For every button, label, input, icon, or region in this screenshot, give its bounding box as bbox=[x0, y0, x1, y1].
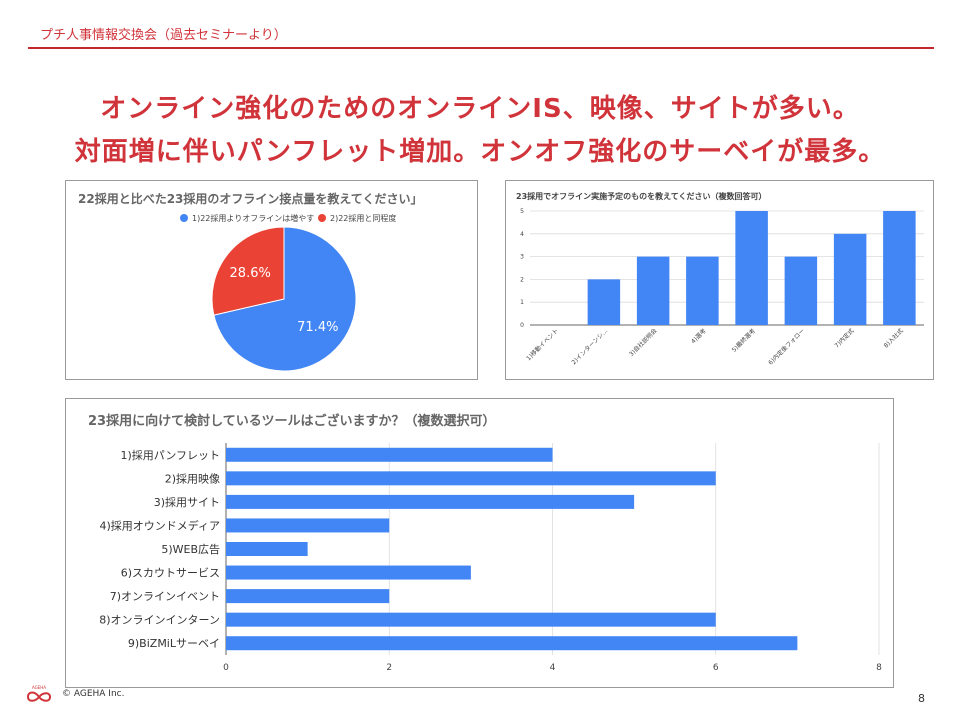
vbar-category-label: 4)選考 bbox=[689, 327, 708, 346]
vbar-bar-3 bbox=[636, 256, 670, 325]
vbar-ytick-label: 5 bbox=[520, 208, 524, 215]
pie-legend-swatch-2 bbox=[318, 214, 326, 222]
hbar-category-label: 5)WEB広告 bbox=[161, 543, 220, 556]
copyright-text: © AGEHA Inc. bbox=[62, 689, 125, 699]
horizontal-bar-chart-panel: 23採用に向けて検討しているツールはございますか？（複数選択可） 0 2 4 6 8 1)採… bbox=[65, 398, 894, 688]
hbar-category-label: 1)採用パンフレット bbox=[120, 448, 220, 462]
vbar-category-label: 8)入社式 bbox=[882, 327, 905, 350]
header-title: プチ人事情報交換会（過去セミナーより） bbox=[40, 28, 287, 43]
pie-slice-label-1: 71.4% bbox=[297, 320, 338, 335]
vertical-bar-chart: 23採用でオフライン実施予定のものを教えてください（複数回答可） 0 1 2 3 4 5 1)… bbox=[516, 191, 924, 367]
hbar-category-label: 2)採用映像 bbox=[165, 471, 220, 485]
vbar-bar-4 bbox=[686, 256, 719, 325]
page-number: 8 bbox=[918, 692, 925, 705]
vbar-ytick-label: 0 bbox=[520, 322, 524, 329]
hbar-category-label: 8)オンラインインターン bbox=[99, 614, 220, 627]
pie-slice-label-2: 28.6% bbox=[230, 266, 271, 281]
headline-line-1: オンライン強化のためのオンラインIS、映像、サイトが多い。 bbox=[100, 94, 860, 124]
pie-chart-title: 22採用と比べた23採用のオフライン接点量を教えてください」 bbox=[78, 191, 422, 206]
vbar-bar-2 bbox=[587, 279, 621, 325]
vbar-ytick-label: 4 bbox=[520, 231, 524, 238]
hbar-bar-6 bbox=[226, 565, 471, 580]
hbar-xtick-label: 2 bbox=[386, 663, 392, 673]
hbar-bar-1 bbox=[226, 447, 553, 462]
vbar-category-label: 2)インターンシ… bbox=[570, 327, 609, 366]
vertical-bar-chart-panel: 23採用でオフライン実施予定のものを教えてください（複数回答可） 0 1 2 3 4 5 1)… bbox=[505, 180, 934, 380]
vbar-bar-8 bbox=[883, 211, 916, 325]
hbar-bar-5 bbox=[226, 542, 308, 556]
svg-text:AGEHA: AGEHA bbox=[32, 685, 46, 690]
vbar-ytick-label: 1 bbox=[520, 299, 524, 306]
hbar-bar-4 bbox=[226, 518, 390, 533]
vbar-category-label: 6)内定後フォロー bbox=[767, 327, 807, 367]
hbar-xtick-label: 6 bbox=[713, 663, 719, 673]
vbar-category-label: 1)移動イベント bbox=[525, 327, 560, 362]
hbar-category-label: 3)採用サイト bbox=[154, 495, 220, 509]
pie-legend-swatch-1 bbox=[180, 214, 188, 222]
vbar-category-label: 5)最終選考 bbox=[730, 327, 757, 354]
hbar-bar-8 bbox=[226, 612, 716, 627]
vbar-bar-5 bbox=[735, 211, 768, 325]
hbar-bar-3 bbox=[226, 494, 635, 509]
vbar-bar-6 bbox=[784, 256, 818, 325]
vbar-ytick-label: 2 bbox=[520, 276, 524, 283]
vbar-category-label: 3)自社説明会 bbox=[627, 327, 658, 358]
hbar-bar-7 bbox=[226, 589, 390, 604]
hbar-xtick-label: 0 bbox=[223, 663, 229, 673]
pie-legend-label-1: 1)22採用よりオフラインは増やす bbox=[192, 213, 314, 223]
vbar-ytick-label: 3 bbox=[520, 254, 524, 261]
pie-chart-panel: 22採用と比べた23採用のオフライン接点量を教えてください」 1)22採用よりオフ… bbox=[65, 180, 478, 380]
vbar-bar-7 bbox=[833, 233, 867, 325]
hbar-category-label: 9)BiZMiLサーベイ bbox=[128, 637, 220, 650]
horizontal-bar-chart: 23採用に向けて検討しているツールはございますか？（複数選択可） 0 2 4 6 8 1)採… bbox=[88, 413, 882, 673]
hbar-bar-2 bbox=[226, 471, 716, 486]
hbar-xtick-label: 4 bbox=[550, 663, 556, 673]
pie-slice-2 bbox=[211, 226, 285, 316]
pie-legend-label-2: 2)22採用と同程度 bbox=[330, 213, 396, 223]
hbar-bar-9 bbox=[226, 636, 798, 651]
hbar-category-label: 4)採用オウンドメディア bbox=[99, 518, 220, 532]
hbar-category-label: 7)オンラインイベント bbox=[110, 590, 220, 603]
vbar-category-label: 7)内定式 bbox=[833, 327, 856, 350]
pie-slice-1 bbox=[213, 226, 357, 372]
pie-chart: 22採用と比べた23採用のオフライン接点量を教えてください」 1)22採用よりオフ… bbox=[78, 191, 422, 372]
headline-line-2: 対面増に伴いパンフレット増加。オンオフ強化のサーベイが最多。 bbox=[74, 137, 886, 167]
hbar-category-label: 6)スカウトサービス bbox=[121, 567, 220, 580]
vbar-chart-title: 23採用でオフライン実施予定のものを教えてください（複数回答可） bbox=[516, 191, 767, 201]
hbar-xtick-label: 8 bbox=[876, 663, 882, 673]
hbar-chart-title: 23採用に向けて検討しているツールはございますか？（複数選択可） bbox=[88, 413, 495, 429]
ageha-logo-icon: AGEHA bbox=[26, 685, 52, 702]
header-divider bbox=[28, 47, 934, 49]
